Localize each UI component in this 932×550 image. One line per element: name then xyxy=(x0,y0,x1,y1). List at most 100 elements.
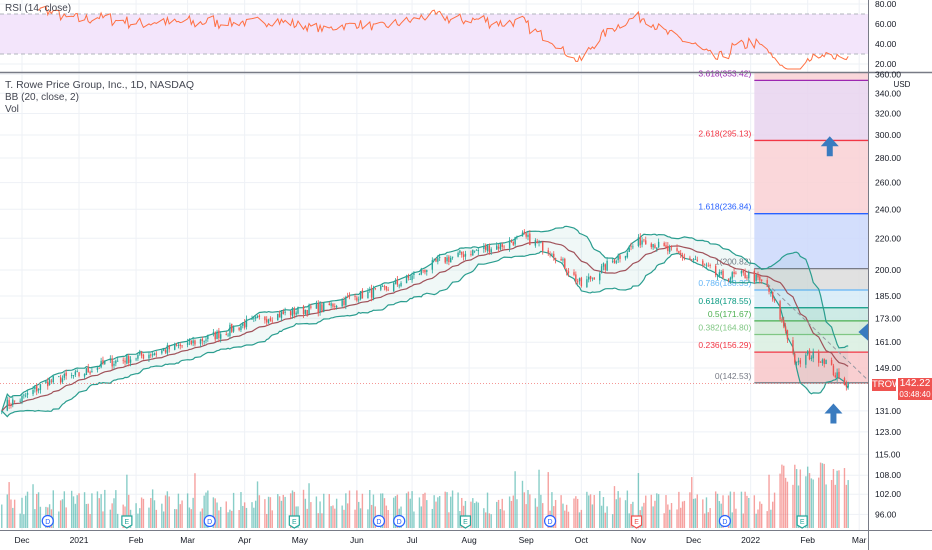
currency-label[interactable]: USD xyxy=(894,80,911,89)
candle-body xyxy=(521,232,524,237)
time-tick-label[interactable]: Oct xyxy=(575,535,589,545)
candle-body xyxy=(398,285,400,287)
time-tick-label[interactable]: Sep xyxy=(519,535,534,545)
time-tick-label[interactable]: Mar xyxy=(180,535,195,545)
price-tick-label[interactable]: 102.00 xyxy=(875,489,901,499)
price-tick-label[interactable]: 161.00 xyxy=(875,337,901,347)
price-tick-label[interactable]: 149.00 xyxy=(875,363,901,373)
candle-body xyxy=(65,372,67,376)
price-tick-label[interactable]: 340.00 xyxy=(875,88,901,98)
volume-bar xyxy=(694,498,697,528)
volume-bar xyxy=(637,473,640,528)
price-tick-label[interactable]: 200.00 xyxy=(875,265,901,275)
candle-body xyxy=(109,358,112,361)
volume-bar xyxy=(83,492,86,528)
fib-level-label: 0.786(188.35) xyxy=(698,278,751,288)
candle-body xyxy=(830,359,833,366)
symbol-legend[interactable]: T. Rowe Price Group, Inc., 1D, NASDAQ xyxy=(5,79,195,91)
price-tick-label[interactable]: 108.00 xyxy=(875,470,901,480)
volume-bar xyxy=(496,501,498,528)
candle-body xyxy=(91,371,93,373)
rsi-tick-label[interactable]: 80.00 xyxy=(875,0,897,9)
volume-bar xyxy=(727,495,730,528)
candle-body xyxy=(573,272,575,275)
rsi-tick-label[interactable]: 20.00 xyxy=(875,59,897,69)
time-tick-label[interactable]: Feb xyxy=(129,535,144,545)
volume-bar xyxy=(190,509,192,528)
volume-bar xyxy=(680,507,682,528)
candle-body xyxy=(24,395,27,397)
candle-body xyxy=(580,277,583,287)
volume-bar xyxy=(602,497,605,528)
volume-bar xyxy=(385,505,388,528)
price-tick-label[interactable]: 360.00 xyxy=(875,69,901,79)
volume-bar xyxy=(243,502,246,528)
price-tick-label[interactable]: 240.00 xyxy=(875,204,901,214)
volume-bar xyxy=(554,499,557,528)
time-tick-label[interactable]: 2021 xyxy=(70,535,89,545)
rsi-legend[interactable]: RSI (14, close) xyxy=(5,3,72,14)
bb-legend[interactable]: BB (20, close, 2) xyxy=(5,92,79,103)
volume-bar xyxy=(733,491,735,528)
price-tick-label[interactable]: 96.00 xyxy=(875,509,897,519)
volume-bar xyxy=(823,463,825,528)
candle-body xyxy=(431,260,434,270)
time-tick-label[interactable]: May xyxy=(292,535,309,545)
vol-legend[interactable]: Vol xyxy=(5,104,19,115)
volume-bar xyxy=(192,497,194,528)
volume-bar xyxy=(534,498,537,528)
price-tick-label[interactable]: 131.00 xyxy=(875,406,901,416)
candle-body xyxy=(26,393,29,395)
trend-dashed-line xyxy=(766,283,873,385)
volume-bar xyxy=(628,513,630,528)
price-tick-label[interactable]: 300.00 xyxy=(875,130,901,140)
time-tick-label[interactable]: Dec xyxy=(686,535,702,545)
candle-body xyxy=(96,367,99,370)
candle-body xyxy=(1,410,3,412)
time-tick-label[interactable]: Nov xyxy=(631,535,647,545)
rsi-tick-label[interactable]: 60.00 xyxy=(875,19,897,29)
price-tick-label[interactable]: 123.00 xyxy=(875,427,901,437)
volume-bar xyxy=(201,508,204,528)
price-tick-label[interactable]: 320.00 xyxy=(875,108,901,118)
time-tick-label[interactable]: Apr xyxy=(238,535,251,545)
volume-bar xyxy=(323,493,325,528)
volume-bar xyxy=(573,498,575,528)
candle-body xyxy=(374,288,376,289)
time-tick-label[interactable]: Dec xyxy=(14,535,30,545)
rsi-tick-label[interactable]: 40.00 xyxy=(875,39,897,49)
price-tick-label[interactable]: 173.00 xyxy=(875,313,901,323)
candle-body xyxy=(547,250,549,253)
price-tick-label[interactable]: 260.00 xyxy=(875,178,901,188)
candle-body xyxy=(253,317,255,319)
price-tick-label[interactable]: 280.00 xyxy=(875,153,901,163)
time-tick-label[interactable]: Feb xyxy=(800,535,815,545)
volume-bar xyxy=(282,494,284,528)
volume-bar xyxy=(212,497,215,528)
time-tick-label[interactable]: Mar xyxy=(852,535,867,545)
price-tick-label[interactable]: 185.00 xyxy=(875,291,901,301)
candle-body xyxy=(475,249,478,251)
volume-bar xyxy=(836,470,838,528)
price-tick-label[interactable]: 115.00 xyxy=(875,449,901,459)
time-tick-label[interactable]: 2022 xyxy=(741,535,760,545)
candle-body xyxy=(83,374,86,377)
candle-body xyxy=(795,361,798,363)
candle-body xyxy=(591,277,594,279)
time-tick-label[interactable]: Aug xyxy=(462,535,477,545)
candle-body xyxy=(420,269,422,275)
candle-body xyxy=(639,236,641,246)
time-tick-label[interactable]: Jul xyxy=(407,535,418,545)
time-tick-label[interactable]: Jun xyxy=(350,535,364,545)
volume-bar xyxy=(665,495,667,528)
volume-bar xyxy=(348,490,351,528)
volume-bar xyxy=(1,504,3,528)
fib-level-label: 3.618(353.42) xyxy=(698,68,751,78)
candle-body xyxy=(142,354,145,359)
price-tick-label[interactable]: 220.00 xyxy=(875,233,901,243)
volume-bar xyxy=(383,498,386,528)
volume-bar xyxy=(821,463,824,528)
volume-bar xyxy=(203,495,205,528)
volume-bar xyxy=(267,496,270,528)
